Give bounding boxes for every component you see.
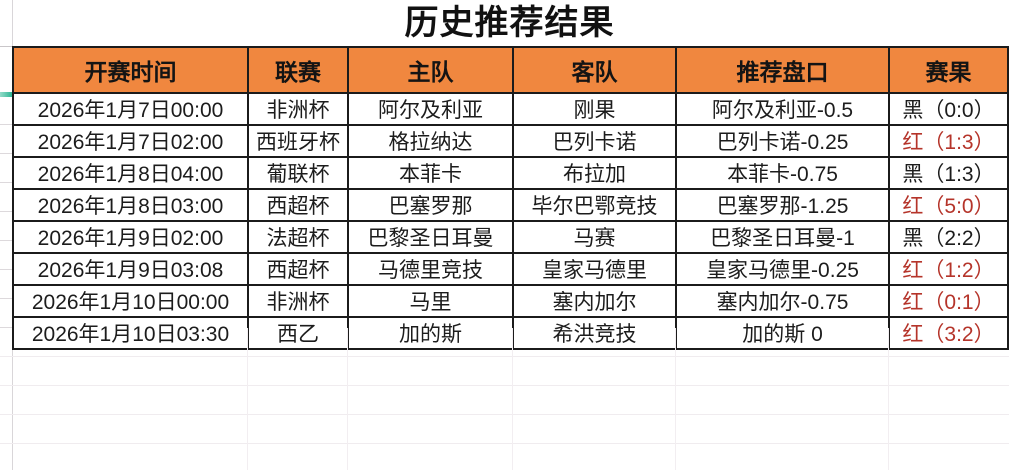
cell-away-team[interactable]: 马赛 — [512, 220, 677, 254]
empty-column-gridline — [888, 328, 889, 470]
table-row: 2026年1月8日04:00 葡联杯 本菲卡 布拉加 本菲卡-0.75 黑（1:… — [12, 156, 1009, 190]
empty-row-gridline — [0, 356, 1009, 357]
title-row-gridline — [0, 46, 12, 47]
table-row: 2026年1月10日03:30 西乙 加的斯 希洪竞技 加的斯 0 红（3:2） — [12, 316, 1009, 350]
cell-away-team[interactable]: 塞内加尔 — [512, 284, 677, 318]
cell-kickoff-time[interactable]: 2026年1月7日02:00 — [12, 124, 249, 158]
empty-column-gridline — [347, 328, 348, 470]
cell-handicap[interactable]: 巴黎圣日耳曼-1 — [675, 220, 890, 254]
header-row: 开赛时间 联赛 主队 客队 推荐盘口 赛果 — [12, 46, 1009, 94]
cell-league[interactable]: 葡联杯 — [247, 156, 349, 190]
table-row: 2026年1月9日02:00 法超杯 巴黎圣日耳曼 马赛 巴黎圣日耳曼-1 黑（… — [12, 220, 1009, 254]
col-header-result[interactable]: 赛果 — [888, 46, 1009, 94]
table-row: 2026年1月8日03:00 西超杯 巴塞罗那 毕尔巴鄂竞技 巴塞罗那-1.25… — [12, 188, 1009, 222]
cell-handicap[interactable]: 阿尔及利亚-0.5 — [675, 92, 890, 126]
cell-result[interactable]: 红（5:0） — [888, 188, 1009, 222]
cell-handicap[interactable]: 皇家马德里-0.25 — [675, 252, 890, 286]
cell-away-team[interactable]: 皇家马德里 — [512, 252, 677, 286]
cell-kickoff-time[interactable]: 2026年1月7日00:00 — [12, 92, 249, 126]
col-header-away-team[interactable]: 客队 — [512, 46, 677, 94]
cell-league[interactable]: 非洲杯 — [247, 92, 349, 126]
cell-result[interactable]: 红（3:2） — [888, 316, 1009, 350]
cell-kickoff-time[interactable]: 2026年1月8日04:00 — [12, 156, 249, 190]
cell-league[interactable]: 法超杯 — [247, 220, 349, 254]
cell-away-team[interactable]: 希洪竞技 — [512, 316, 677, 350]
col-header-league[interactable]: 联赛 — [247, 46, 349, 94]
cell-home-team[interactable]: 巴黎圣日耳曼 — [347, 220, 514, 254]
cell-result[interactable]: 红（1:3） — [888, 124, 1009, 158]
cell-handicap[interactable]: 加的斯 0 — [675, 316, 890, 350]
cell-kickoff-time[interactable]: 2026年1月10日00:00 — [12, 284, 249, 318]
cell-kickoff-time[interactable]: 2026年1月9日03:08 — [12, 252, 249, 286]
cell-kickoff-time[interactable]: 2026年1月9日02:00 — [12, 220, 249, 254]
cell-league[interactable]: 西超杯 — [247, 252, 349, 286]
cell-handicap[interactable]: 巴塞罗那-1.25 — [675, 188, 890, 222]
cell-home-team[interactable]: 本菲卡 — [347, 156, 514, 190]
empty-row-gridline — [0, 385, 1009, 386]
cell-result[interactable]: 黑（2:2） — [888, 220, 1009, 254]
cell-league[interactable]: 西班牙杯 — [247, 124, 349, 158]
margin-row-gridlines — [0, 96, 12, 328]
cell-home-team[interactable]: 加的斯 — [347, 316, 514, 350]
cell-league[interactable]: 非洲杯 — [247, 284, 349, 318]
cell-handicap[interactable]: 本菲卡-0.75 — [675, 156, 890, 190]
results-table: 开赛时间 联赛 主队 客队 推荐盘口 赛果 2026年1月7日00:00 非洲杯… — [12, 46, 1009, 350]
cell-result[interactable]: 黑（1:3） — [888, 156, 1009, 190]
cell-kickoff-time[interactable]: 2026年1月10日03:30 — [12, 316, 249, 350]
cell-league[interactable]: 西乙 — [247, 316, 349, 350]
col-header-recommended-handicap[interactable]: 推荐盘口 — [675, 46, 890, 94]
cell-home-team[interactable]: 阿尔及利亚 — [347, 92, 514, 126]
page-title: 历史推荐结果 — [404, 4, 615, 42]
cell-kickoff-time[interactable]: 2026年1月8日03:00 — [12, 188, 249, 222]
table-row: 2026年1月10日00:00 非洲杯 马里 塞内加尔 塞内加尔-0.75 红（… — [12, 284, 1009, 318]
cell-away-team[interactable]: 布拉加 — [512, 156, 677, 190]
cell-result[interactable]: 红（1:2） — [888, 252, 1009, 286]
cell-handicap[interactable]: 巴列卡诺-0.25 — [675, 124, 890, 158]
selection-marker — [0, 92, 12, 97]
cell-result[interactable]: 红（0:1） — [888, 284, 1009, 318]
cell-home-team[interactable]: 马里 — [347, 284, 514, 318]
cell-home-team[interactable]: 巴塞罗那 — [347, 188, 514, 222]
empty-row-gridline — [0, 443, 1009, 444]
cell-away-team[interactable]: 毕尔巴鄂竞技 — [512, 188, 677, 222]
cell-handicap[interactable]: 塞内加尔-0.75 — [675, 284, 890, 318]
empty-row-gridline — [0, 414, 1009, 415]
table-row: 2026年1月7日00:00 非洲杯 阿尔及利亚 刚果 阿尔及利亚-0.5 黑（… — [12, 92, 1009, 126]
empty-column-gridline — [247, 328, 248, 470]
cell-league[interactable]: 西超杯 — [247, 188, 349, 222]
col-header-home-team[interactable]: 主队 — [347, 46, 514, 94]
cell-away-team[interactable]: 刚果 — [512, 92, 677, 126]
cell-home-team[interactable]: 马德里竞技 — [347, 252, 514, 286]
empty-column-gridline — [675, 328, 676, 470]
cell-away-team[interactable]: 巴列卡诺 — [512, 124, 677, 158]
col-header-kickoff-time[interactable]: 开赛时间 — [12, 46, 249, 94]
empty-column-gridline — [512, 328, 513, 470]
cell-result[interactable]: 黑（0:0） — [888, 92, 1009, 126]
cell-home-team[interactable]: 格拉纳达 — [347, 124, 514, 158]
table-row: 2026年1月7日02:00 西班牙杯 格拉纳达 巴列卡诺 巴列卡诺-0.25 … — [12, 124, 1009, 158]
table-row: 2026年1月9日03:08 西超杯 马德里竞技 皇家马德里 皇家马德里-0.2… — [12, 252, 1009, 286]
